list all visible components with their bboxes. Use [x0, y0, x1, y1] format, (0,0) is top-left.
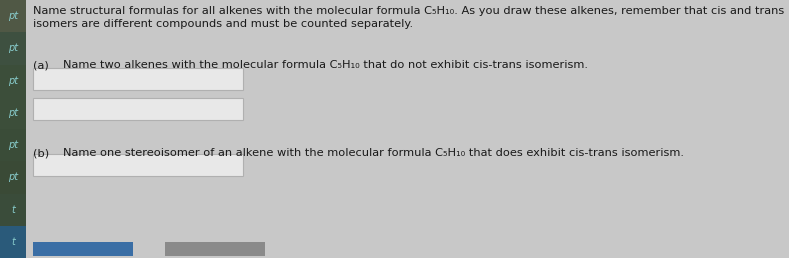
Bar	[33, 242, 133, 256]
Text: (a): (a)	[33, 60, 49, 70]
Text: pt: pt	[8, 140, 18, 150]
Text: Name structural formulas for all alkenes with the molecular formula C₅H₁₀. As yo: Name structural formulas for all alkenes…	[33, 6, 784, 16]
Text: (b): (b)	[33, 148, 49, 158]
Bar	[33, 68, 243, 90]
Bar	[33, 154, 243, 176]
Bar	[0, 161, 26, 194]
Bar	[0, 129, 26, 161]
Text: t: t	[11, 237, 15, 247]
Bar	[0, 64, 26, 97]
Bar	[0, 97, 26, 129]
Bar	[165, 242, 265, 256]
Text: pt: pt	[8, 11, 18, 21]
Text: isomers are different compounds and must be counted separately.: isomers are different compounds and must…	[33, 19, 413, 29]
Bar	[0, 32, 26, 64]
Bar	[33, 98, 243, 120]
Text: pt: pt	[8, 108, 18, 118]
Text: Name one stereoisomer of an alkene with the molecular formula C₅H₁₀ that does ex: Name one stereoisomer of an alkene with …	[63, 148, 684, 158]
Bar	[0, 226, 26, 258]
Text: pt: pt	[8, 172, 18, 182]
Text: t: t	[11, 205, 15, 215]
Bar	[0, 0, 26, 32]
Text: pt: pt	[8, 43, 18, 53]
Bar	[0, 194, 26, 226]
Text: pt: pt	[8, 76, 18, 86]
Text: Name two alkenes with the molecular formula C₅H₁₀ that do not exhibit cis-trans : Name two alkenes with the molecular form…	[63, 60, 588, 70]
